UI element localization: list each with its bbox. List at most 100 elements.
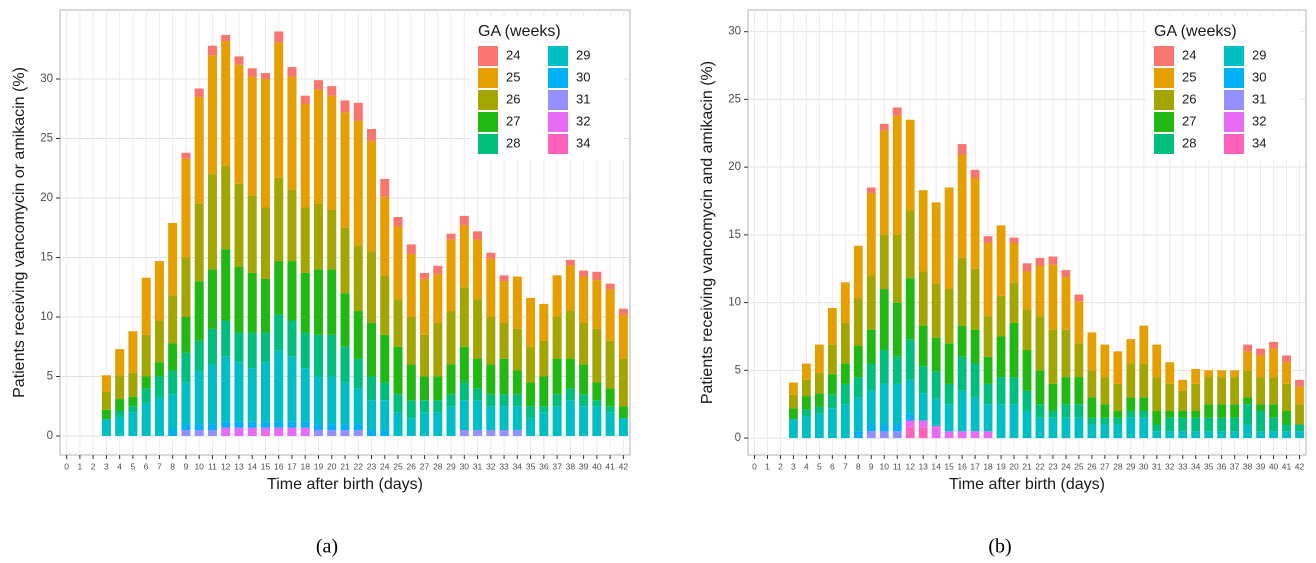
bar-segment [879, 383, 889, 425]
bar-segment [526, 297, 536, 347]
bar-segment [983, 316, 993, 357]
bar-segment [539, 406, 549, 413]
x-tick-label: 40 [1269, 461, 1279, 471]
x-tick-label: 29 [1126, 461, 1136, 471]
bar-segment [840, 404, 850, 439]
bar-segment [957, 356, 967, 391]
y-tick-label: 15 [728, 229, 741, 241]
bar-segment [1087, 370, 1097, 398]
bar-segment [380, 178, 390, 197]
bar-segment [552, 406, 562, 436]
bar-segment [526, 418, 536, 436]
x-tick-label: 39 [579, 461, 589, 471]
bar-segment [260, 421, 270, 428]
bar-segment [827, 374, 837, 395]
bar-segment [1009, 282, 1019, 323]
bar-segment [340, 112, 350, 228]
bar-segment [866, 187, 876, 193]
bar-segment [618, 358, 628, 407]
x-tick-label: 2 [778, 461, 783, 471]
bar-segment [1165, 383, 1175, 411]
bar-segment [866, 390, 876, 425]
bar-segment [486, 430, 496, 436]
bar-segment [1139, 325, 1149, 364]
bar-segment [957, 431, 967, 439]
bar-segment [996, 377, 1006, 405]
bar-segment [931, 337, 941, 372]
bar-segment [486, 394, 496, 407]
x-tick-label: 33 [1178, 461, 1188, 471]
bar-segment [892, 424, 902, 432]
bar-segment [801, 363, 811, 380]
bar-segment [957, 154, 967, 258]
bar-segment [1204, 431, 1214, 439]
x-tick-label: 29 [446, 461, 456, 471]
bar-segment [380, 430, 390, 436]
bar-segment [128, 412, 138, 436]
bar-segment [221, 427, 231, 436]
bar-segment [866, 192, 876, 276]
bar-segment [1204, 377, 1214, 405]
legend-key [1224, 90, 1244, 110]
bar-segment [406, 418, 416, 436]
bar-segment [1269, 348, 1278, 378]
bar-segment [274, 31, 284, 43]
bar-segment [154, 320, 164, 363]
bar-segment [1243, 404, 1253, 425]
bar-segment [446, 311, 456, 365]
bar-segment [1217, 370, 1227, 378]
bar-segment [1217, 404, 1227, 418]
bar-segment [221, 249, 231, 321]
x-tick-label: 23 [367, 461, 377, 471]
bar-segment [1074, 294, 1084, 302]
bar-segment [814, 406, 824, 414]
bar-segment [1269, 404, 1278, 418]
bar-segment [459, 400, 469, 431]
legend-key [478, 112, 498, 132]
bar-segment [1139, 417, 1149, 439]
x-tick-label: 10 [194, 461, 204, 471]
x-tick-label: 0 [64, 461, 69, 471]
x-tick-label: 22 [354, 461, 364, 471]
bar-segment [957, 144, 967, 155]
bar-segment [905, 420, 915, 428]
bar-segment [1282, 424, 1291, 432]
bar-segment [353, 245, 363, 312]
bar-segment [526, 382, 536, 407]
x-tick-label: 7 [157, 461, 162, 471]
legend-key [478, 46, 498, 66]
x-tick-label: 38 [566, 461, 576, 471]
legend-key [548, 112, 568, 132]
y-tick-label: 15 [40, 252, 53, 264]
bar-segment [801, 409, 811, 417]
bar-segment [446, 394, 456, 407]
bar-segment [313, 376, 323, 425]
x-tick-label: 11 [893, 461, 902, 471]
bar-segment [128, 396, 138, 407]
bar-segment [260, 278, 270, 333]
bar-segment [115, 416, 125, 436]
bar-segment [340, 382, 350, 425]
bar-segment [1230, 431, 1240, 439]
bar-segment [499, 406, 509, 431]
bar-segment [168, 370, 178, 395]
bar-segment [499, 275, 509, 282]
bar-segment [1230, 417, 1240, 432]
legend-label: 27 [506, 113, 520, 128]
bar-segment [512, 276, 522, 329]
bar-segment [1035, 417, 1045, 439]
bar-segment [1165, 431, 1175, 439]
x-tick-label: 1 [765, 461, 770, 471]
bar-segment [579, 364, 589, 395]
bar-segment [1152, 424, 1162, 432]
bar-segment [905, 210, 915, 279]
bar-segment [234, 332, 244, 363]
bar-segment [221, 165, 231, 250]
bar-segment [1048, 256, 1058, 265]
bar-segment [433, 274, 443, 323]
bar-segment [827, 394, 837, 409]
x-tick-label: 9 [869, 461, 874, 471]
bar-segment [1035, 257, 1045, 267]
bar-segment [327, 424, 337, 431]
bar-segment [313, 89, 323, 204]
